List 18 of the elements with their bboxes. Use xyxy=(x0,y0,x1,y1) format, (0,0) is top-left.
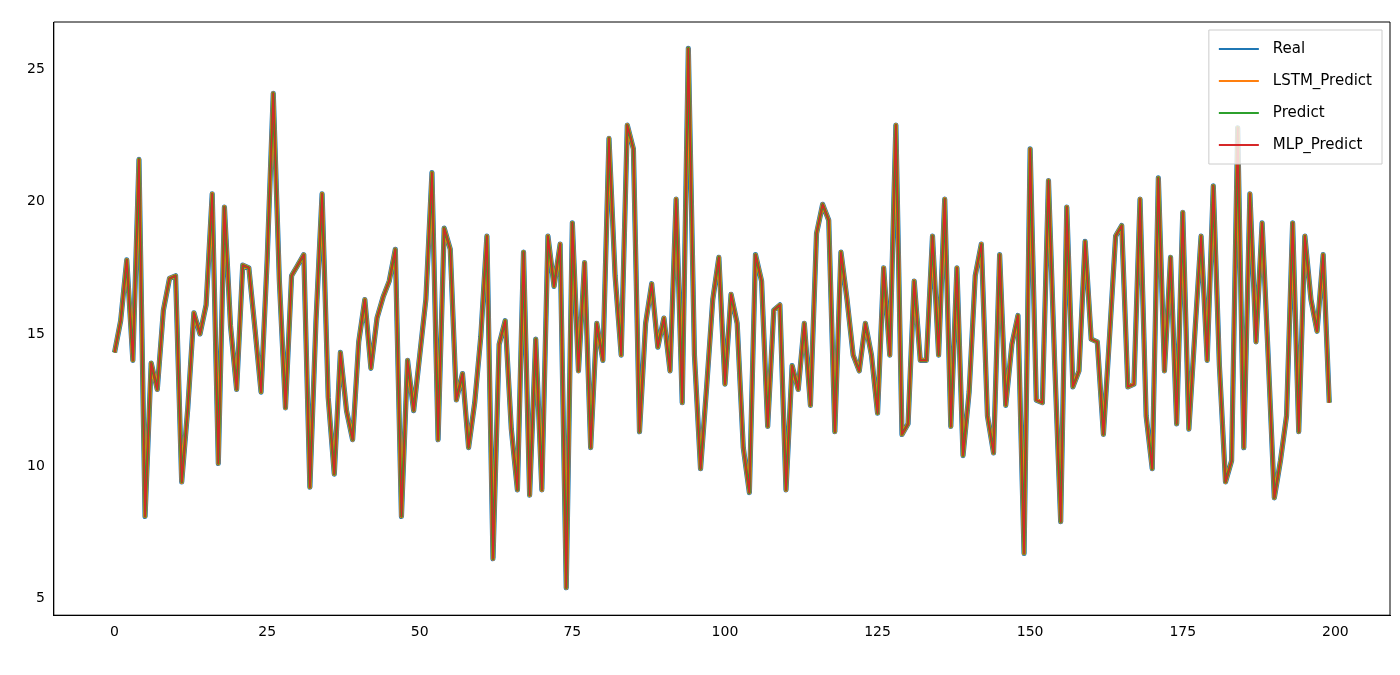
x-tick-label: 0 xyxy=(110,623,120,640)
legend-label: Real xyxy=(1272,38,1306,57)
x-tick-label: 150 xyxy=(1016,623,1044,640)
x-tick-label: 200 xyxy=(1322,623,1349,640)
x-tick-label: 75 xyxy=(563,623,582,640)
y-tick-label: 10 xyxy=(26,456,45,473)
y-tick-label: 25 xyxy=(26,60,45,77)
y-tick-label: 5 xyxy=(35,588,45,605)
y-tick-label: 15 xyxy=(26,324,45,341)
legend-label: MLP_Predict xyxy=(1272,134,1363,154)
x-tick-label: 50 xyxy=(410,623,429,640)
x-tick-label: 25 xyxy=(258,623,277,640)
legend-label: LSTM_Predict xyxy=(1272,70,1373,90)
y-tick-label: 20 xyxy=(26,192,45,209)
x-tick-label: 100 xyxy=(711,623,739,640)
x-tick-label: 125 xyxy=(864,623,891,640)
legend-label: Predict xyxy=(1272,102,1325,121)
x-tick-label: 175 xyxy=(1169,623,1197,640)
